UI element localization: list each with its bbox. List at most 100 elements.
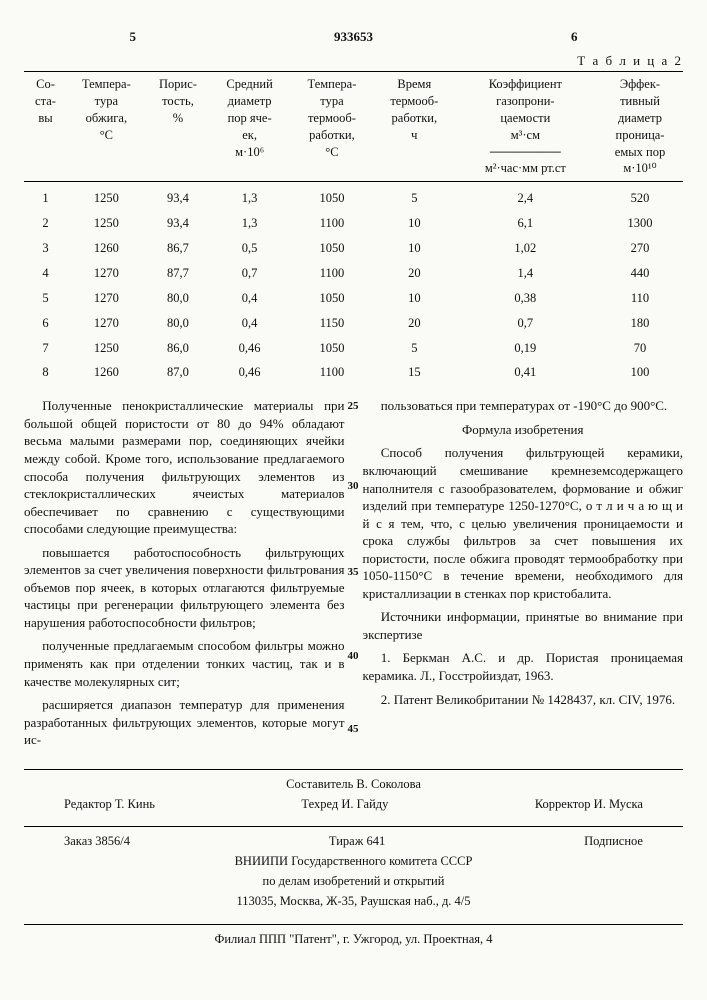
cell: 80,0 [146,311,210,336]
cell: 1260 [67,360,146,385]
data-table: Со-ста-вы Темпера-тураобжига,°С Порис-то… [24,71,683,385]
cell: 87,7 [146,261,210,286]
line-no: 45 [348,722,359,737]
divider [24,924,683,925]
cell: 2 [24,211,67,236]
cell: 10 [375,211,454,236]
table-row: 5127080,00,41050100,38110 [24,286,683,311]
table-row: 2125093,41,31100106,11300 [24,211,683,236]
cell: 1250 [67,211,146,236]
table-row: 4127087,70,71100201,4440 [24,261,683,286]
cell: 1,3 [210,211,289,236]
cell: 5 [24,286,67,311]
col-header: Коэффициентгазопрони-цаемостим³·см──────… [454,72,597,182]
cell: 0,4 [210,286,289,311]
cell: 80,0 [146,286,210,311]
cell: 1050 [289,336,375,361]
table-row: 7125086,00,46105050,1970 [24,336,683,361]
compiler: Составитель В. Соколова [24,776,683,793]
podpisnoe: Подписное [584,833,643,850]
cell: 0,46 [210,360,289,385]
left-column: 25 30 35 40 45 Полученные пенокристаллич… [24,397,345,754]
paragraph: Полученные пенокристаллические материалы… [24,397,345,537]
cell: 0,46 [210,336,289,361]
cell: 20 [375,261,454,286]
cell: 87,0 [146,360,210,385]
cell: 93,4 [146,211,210,236]
paragraph: расширяется диапазон температур для прим… [24,696,345,749]
cell: 6 [24,311,67,336]
cell: 1250 [67,336,146,361]
line-no: 30 [348,479,359,494]
cell: 86,7 [146,236,210,261]
table-row: 3126086,70,51050101,02270 [24,236,683,261]
cell: 5 [375,336,454,361]
cell: 1260 [67,236,146,261]
address: 113035, Москва, Ж-35, Раушская наб., д. … [24,893,683,910]
cell: 0,41 [454,360,597,385]
paragraph: полученные предлагаемым способом фильтры… [24,637,345,690]
line-no: 35 [348,565,359,580]
editor: Редактор Т. Кинь [64,796,155,813]
cell: 1050 [289,286,375,311]
cell: 1100 [289,211,375,236]
right-column: пользоваться при температурах от -190°С … [363,397,684,754]
cell: 1250 [67,182,146,211]
col-header: Темпера-туратермооб-работки,°С [289,72,375,182]
table-row: 6127080,00,41150200,7180 [24,311,683,336]
divider [24,826,683,827]
tirazh: Тираж 641 [329,833,385,850]
branch: Филиал ППП "Патент", г. Ужгород, ул. Про… [24,931,683,948]
col-header: Времятермооб-работки,ч [375,72,454,182]
cell: 1270 [67,261,146,286]
cell: 1270 [67,311,146,336]
text-columns: 25 30 35 40 45 Полученные пенокристаллич… [24,397,683,754]
cell: 8 [24,360,67,385]
source-item: 1. Беркман А.С. и др. Пористая проницаем… [363,649,684,684]
cell: 0,4 [210,311,289,336]
cell: 1 [24,182,67,211]
cell: 0,7 [210,261,289,286]
cell: 110 [597,286,683,311]
cell: 6,1 [454,211,597,236]
cell: 5 [375,182,454,211]
table-row: 1125093,41,3105052,4520 [24,182,683,211]
cell: 2,4 [454,182,597,211]
paragraph: Способ получения фильтрующей керамики, в… [363,444,684,602]
sources-title: Источники информации, принятые во вниман… [363,608,684,643]
cell: 0,5 [210,236,289,261]
page-no-right: 6 [466,28,683,46]
divider [24,769,683,770]
cell: 1050 [289,236,375,261]
cell: 1100 [289,360,375,385]
credits-row: Редактор Т. Кинь Техред И. Гайду Коррект… [24,796,683,813]
order-row: Заказ 3856/4 Тираж 641 Подписное [24,833,683,850]
cell: 1100 [289,261,375,286]
col-header: Со-ста-вы [24,72,67,182]
cell: 93,4 [146,182,210,211]
cell: 440 [597,261,683,286]
cell: 180 [597,311,683,336]
cell: 86,0 [146,336,210,361]
paragraph: повышается работоспособность фильтрующих… [24,544,345,632]
page-no-left: 5 [24,28,241,46]
cell: 20 [375,311,454,336]
corrector: Корректор И. Муска [535,796,643,813]
imprint-block: Составитель В. Соколова Редактор Т. Кинь… [24,776,683,948]
cell: 1150 [289,311,375,336]
claims-title: Формула изобретения [363,421,684,439]
source-item: 2. Патент Великобритании № 1428437, кл. … [363,691,684,709]
line-no: 40 [348,649,359,664]
paragraph: пользоваться при температурах от -190°С … [363,397,684,415]
org-line: по делам изобретений и открытий [24,873,683,890]
page-header: 5 933653 6 [24,28,683,46]
cell: 1270 [67,286,146,311]
cell: 100 [597,360,683,385]
col-header: Темпера-тураобжига,°С [67,72,146,182]
cell: 3 [24,236,67,261]
cell: 4 [24,261,67,286]
table-row: 8126087,00,461100150,41100 [24,360,683,385]
cell: 520 [597,182,683,211]
cell: 1050 [289,182,375,211]
doc-number: 933653 [245,28,462,46]
